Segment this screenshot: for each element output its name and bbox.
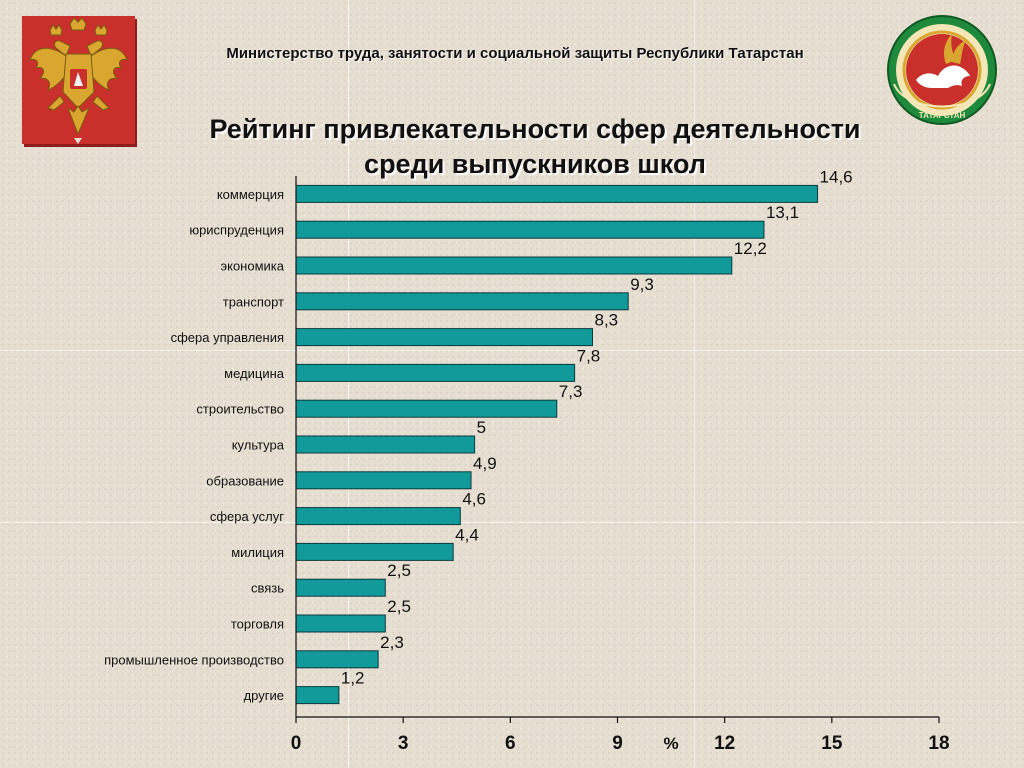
tatarstan-emblem-text: ТАТАРСТАН xyxy=(919,111,966,120)
bar-10 xyxy=(295,542,454,561)
chart-title-line-2: среди выпускников школ xyxy=(364,149,706,179)
x-tick-label-1: 3 xyxy=(398,733,409,754)
bar-13 xyxy=(295,650,379,669)
value-label-13: 2,3 xyxy=(380,633,404,652)
category-label-12: торговля xyxy=(231,617,284,632)
bar-2 xyxy=(295,256,733,275)
category-label-0: коммерция xyxy=(217,187,284,202)
axis-layer: 0 3 6 9 12 15 18% xyxy=(291,176,950,754)
bar-7 xyxy=(295,435,476,454)
x-tick-label-0: 0 xyxy=(291,733,302,754)
bar-12 xyxy=(295,614,386,633)
category-label-2: экономика xyxy=(220,259,284,274)
bars-layer: коммерция 14,6 юриспруденция 13,1 экономика 1… xyxy=(104,167,853,705)
category-label-11: связь xyxy=(251,581,284,596)
value-label-7: 5 xyxy=(477,418,486,437)
category-label-13: промышленное производство xyxy=(104,652,284,667)
chart-title-line-1: Рейтинг привлекательности сфер деятельно… xyxy=(209,114,861,144)
category-label-6: строительство xyxy=(196,402,284,417)
bar-8 xyxy=(295,471,472,490)
value-label-11: 2,5 xyxy=(387,561,411,580)
category-label-7: культура xyxy=(232,438,285,453)
category-label-3: транспорт xyxy=(223,294,284,309)
x-unit-label: % xyxy=(664,734,679,753)
value-label-12: 2,5 xyxy=(387,597,411,616)
value-label-1: 13,1 xyxy=(766,203,799,222)
bar-3 xyxy=(295,292,629,311)
value-label-10: 4,4 xyxy=(455,525,479,544)
background-grid-horizontal-2 xyxy=(0,522,1024,523)
value-label-3: 9,3 xyxy=(630,275,654,294)
value-label-6: 7,3 xyxy=(559,382,583,401)
russia-coat-of-arms-icon xyxy=(22,16,135,144)
x-tick-label-4: 12 xyxy=(714,733,735,754)
value-label-0: 14,6 xyxy=(820,167,853,186)
category-label-1: юриспруденция xyxy=(189,223,284,238)
bar-4 xyxy=(295,328,593,347)
x-tick-label-5: 15 xyxy=(821,733,843,754)
background-grid-vertical-1 xyxy=(348,0,349,768)
bar-11 xyxy=(295,578,386,597)
ministry-header: Министерство труда, занятости и социальн… xyxy=(226,45,804,62)
chart-title: Рейтинг привлекательности сфер деятельно… xyxy=(150,112,920,182)
bar-14 xyxy=(295,686,340,705)
category-label-9: сфера услуг xyxy=(210,509,284,524)
x-tick-label-3: 9 xyxy=(612,733,623,754)
x-tick-label-6: 18 xyxy=(928,733,949,754)
bar-6 xyxy=(295,399,558,418)
category-label-4: сфера управления xyxy=(171,330,284,345)
bar-1 xyxy=(295,220,765,239)
value-label-8: 4,9 xyxy=(473,454,497,473)
category-label-14: другие xyxy=(244,688,284,703)
value-label-4: 8,3 xyxy=(594,311,618,330)
category-label-5: медицина xyxy=(224,366,285,381)
background-grid-horizontal-1 xyxy=(0,350,1024,351)
bar-9 xyxy=(295,507,461,526)
bar-0 xyxy=(295,184,819,203)
tatarstan-coat-of-arms-icon: ТАТАРСТАН xyxy=(886,14,998,126)
value-label-5: 7,8 xyxy=(577,346,601,365)
category-label-10: милиция xyxy=(231,545,284,560)
x-tick-label-2: 6 xyxy=(505,733,516,754)
category-label-8: образование xyxy=(206,473,284,488)
background-grid-vertical-2 xyxy=(694,0,695,768)
value-label-9: 4,6 xyxy=(462,490,486,509)
value-label-2: 12,2 xyxy=(734,239,767,258)
bar-5 xyxy=(295,363,576,382)
value-label-14: 1,2 xyxy=(341,669,365,688)
